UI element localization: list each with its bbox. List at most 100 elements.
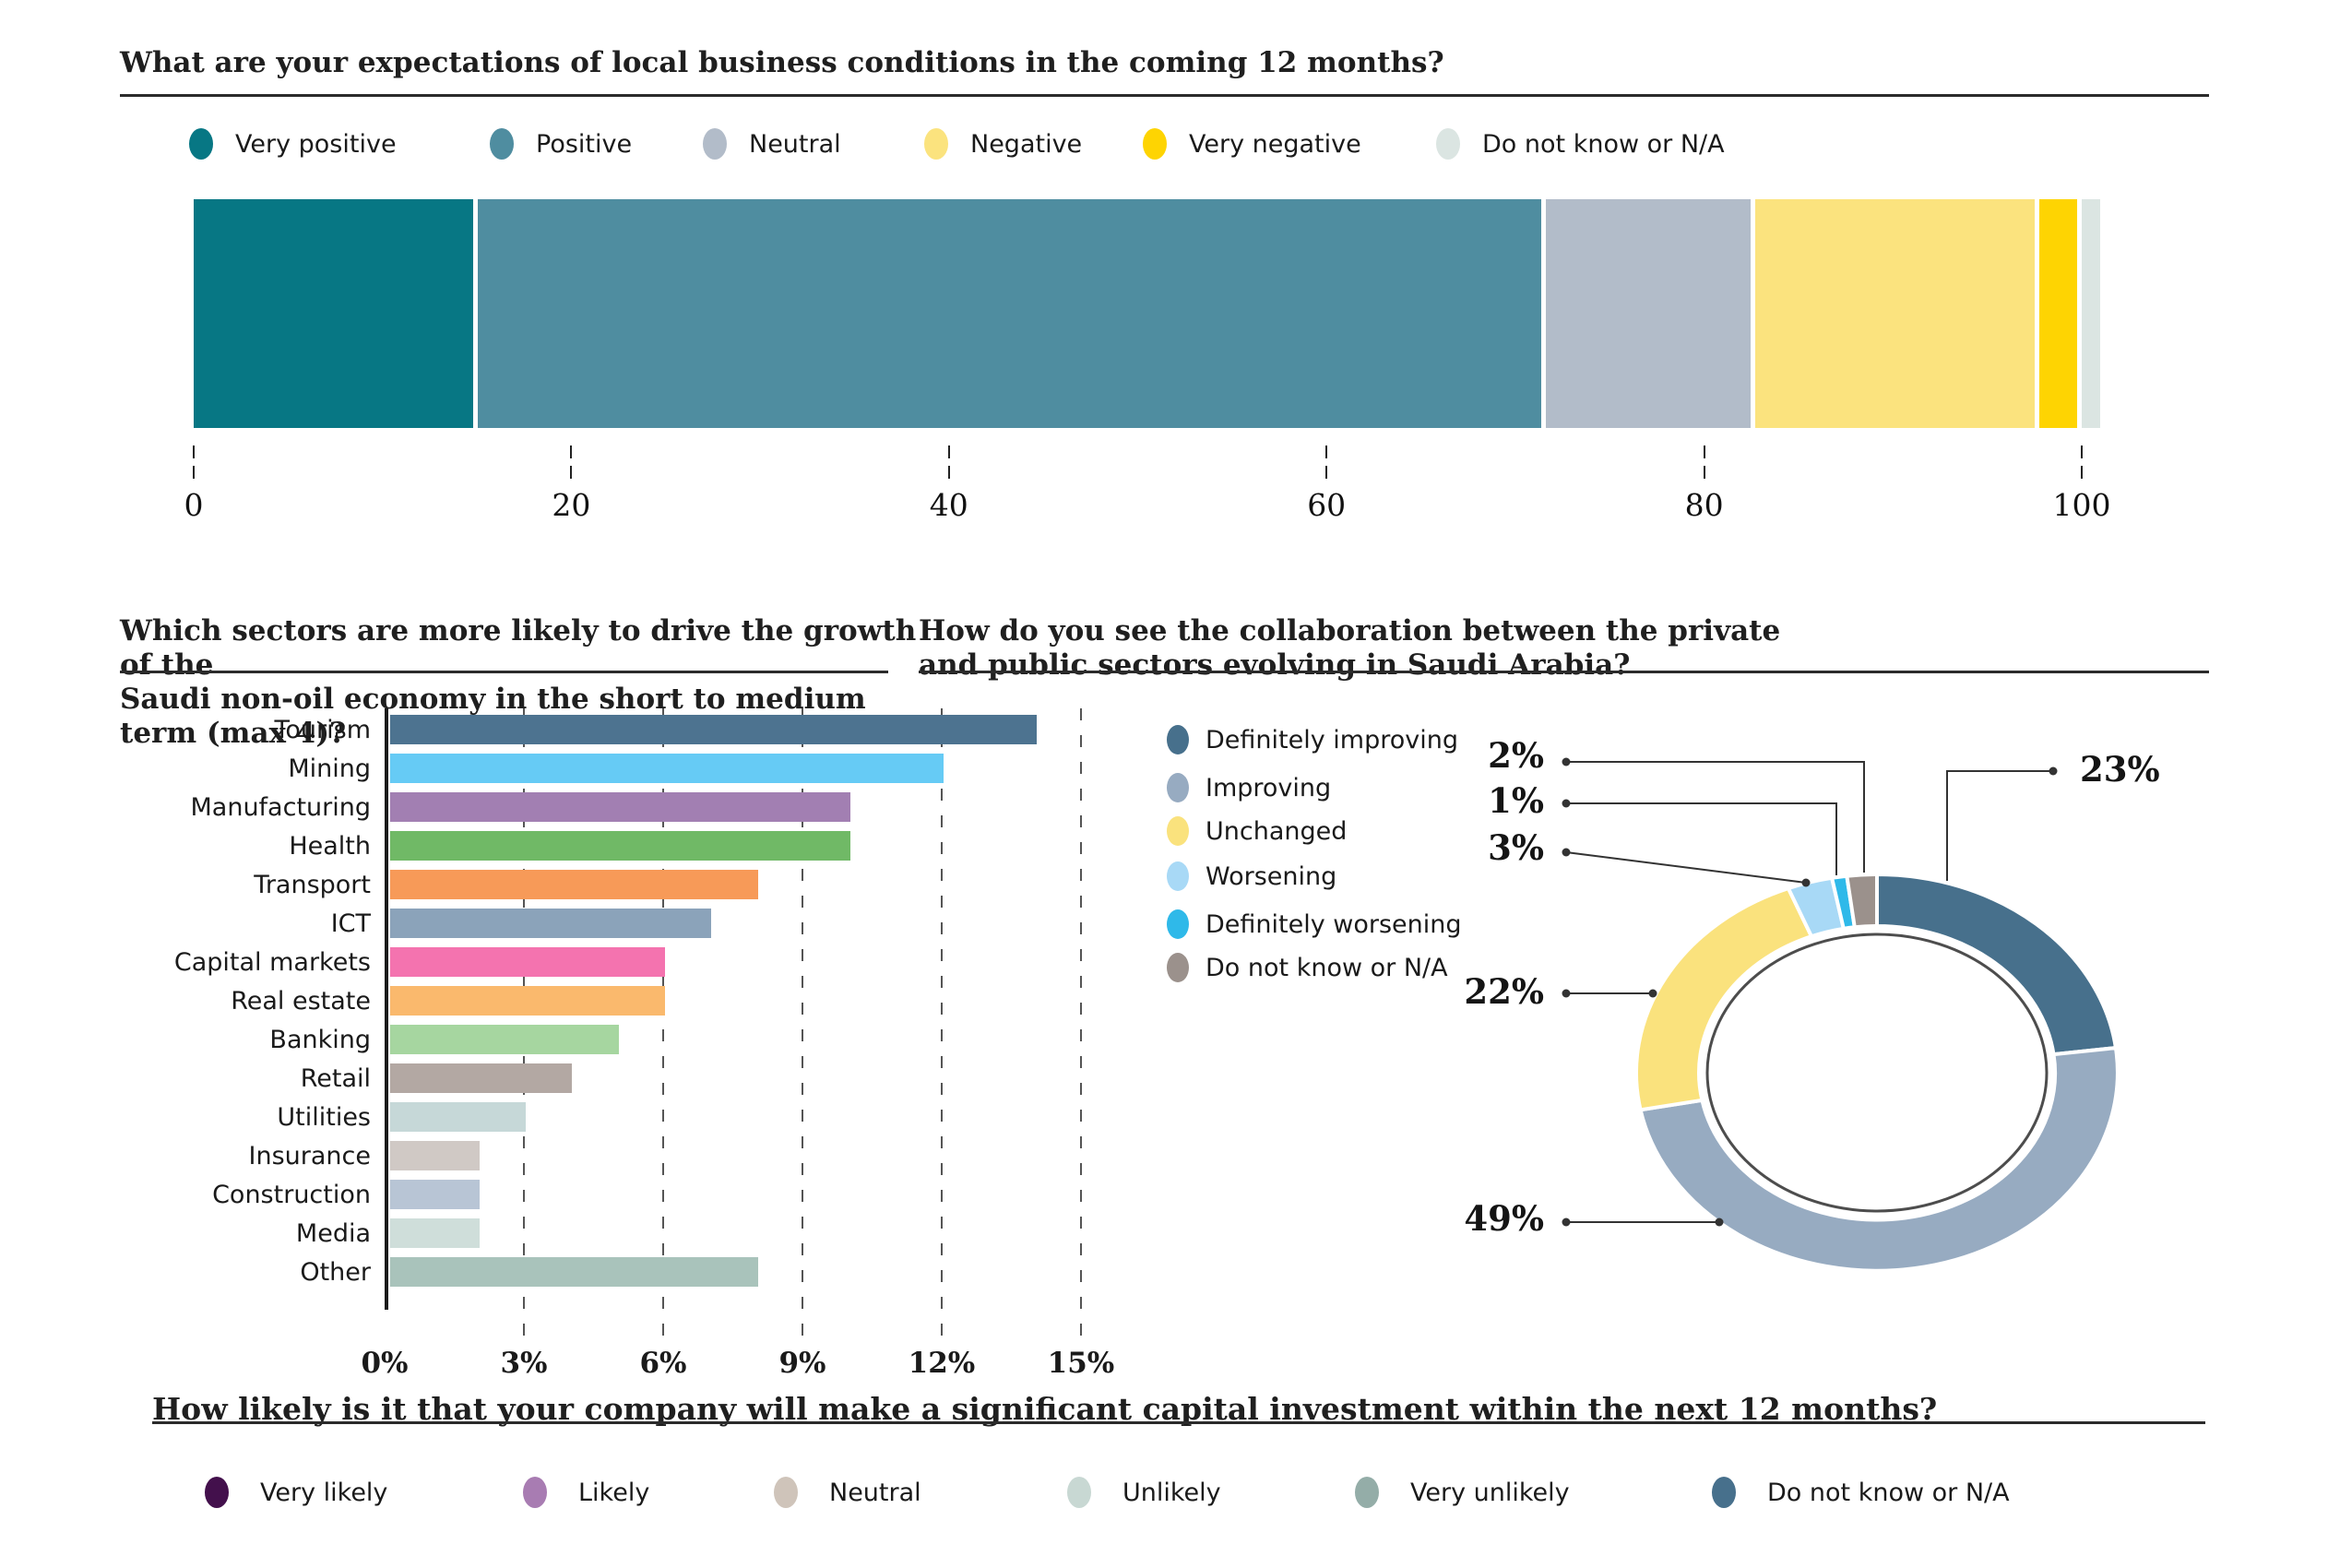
bar bbox=[390, 947, 665, 977]
category-label: Banking bbox=[269, 1026, 371, 1054]
x-axis-tick-label: 15% bbox=[1047, 1347, 1115, 1380]
category-label: Transport bbox=[254, 871, 371, 899]
category-label: Other bbox=[300, 1258, 371, 1287]
legend-item: Very likely bbox=[205, 1477, 387, 1508]
legend-item: Do not know or N/A bbox=[1712, 1477, 2010, 1508]
donut-segment bbox=[1638, 1045, 2120, 1273]
legend-swatch-icon bbox=[1143, 128, 1167, 160]
donut-callout-label: 3% bbox=[1488, 827, 1544, 868]
gridline bbox=[661, 708, 664, 1337]
leader-dot bbox=[1562, 799, 1571, 808]
x-axis-tick-label: 3% bbox=[500, 1347, 548, 1380]
legend-label: Do not know or N/A bbox=[1767, 1478, 2010, 1507]
category-label: Construction bbox=[212, 1181, 371, 1209]
axis-tick bbox=[570, 466, 573, 479]
sectors-rule bbox=[120, 671, 888, 673]
axis-tick bbox=[1703, 445, 1705, 458]
donut-inner-ring bbox=[1705, 932, 2049, 1213]
bar bbox=[390, 986, 665, 1016]
legend-label: Very unlikely bbox=[1410, 1478, 1570, 1507]
legend-swatch-icon bbox=[1712, 1477, 1736, 1508]
category-label: ICT bbox=[330, 909, 371, 938]
legend-swatch-icon bbox=[189, 128, 213, 160]
legend-item: Likely bbox=[523, 1477, 649, 1508]
category-label: Real estate bbox=[231, 987, 371, 1016]
legend-item: Positive bbox=[490, 128, 632, 160]
axis-tick-label: 40 bbox=[929, 487, 968, 523]
legend-item: Definitely worsening bbox=[1167, 909, 1462, 939]
axis-tick bbox=[947, 445, 950, 458]
sectors-title: Which sectors are more likely to drive t… bbox=[120, 613, 917, 750]
legend-label: Do not know or N/A bbox=[1482, 129, 1725, 159]
bar bbox=[390, 1025, 619, 1054]
x-axis-tick-label: 6% bbox=[639, 1347, 687, 1380]
legend-label: Do not know or N/A bbox=[1206, 953, 1448, 982]
legend-label: Neutral bbox=[829, 1478, 921, 1507]
leader-line bbox=[1566, 761, 1865, 873]
category-label: Capital markets bbox=[173, 948, 371, 977]
legend-item: Do not know or N/A bbox=[1167, 953, 1448, 982]
leader-line bbox=[1565, 851, 1807, 884]
legend-item: Definitely improving bbox=[1167, 725, 1458, 754]
bar bbox=[390, 1102, 526, 1132]
bar bbox=[390, 1257, 758, 1287]
legend-item: Very unlikely bbox=[1355, 1477, 1570, 1508]
axis-tick bbox=[2081, 445, 2083, 458]
category-label: Mining bbox=[288, 754, 371, 783]
bar bbox=[390, 1218, 480, 1248]
legend-label: Unchanged bbox=[1206, 816, 1348, 846]
legend-item: Very positive bbox=[189, 128, 397, 160]
stacked-bar-segment bbox=[478, 199, 1541, 428]
legend-swatch-icon bbox=[1067, 1477, 1091, 1508]
x-axis-tick-label: 0% bbox=[361, 1347, 409, 1380]
legend-item: Very negative bbox=[1143, 128, 1361, 160]
bar bbox=[390, 1180, 480, 1209]
legend-swatch-icon bbox=[1436, 128, 1460, 160]
legend-label: Negative bbox=[970, 129, 1083, 159]
legend-swatch-icon bbox=[774, 1477, 798, 1508]
axis-tick-label: 100 bbox=[2052, 487, 2111, 523]
gridline bbox=[801, 708, 803, 1337]
axis-tick-label: 0 bbox=[184, 487, 204, 523]
legend-label: Neutral bbox=[749, 129, 841, 159]
legend-item: Unlikely bbox=[1067, 1477, 1221, 1508]
stacked-bar-segment bbox=[2081, 199, 2100, 428]
bar bbox=[390, 831, 851, 861]
legend-swatch-icon bbox=[490, 128, 514, 160]
legend-item: Neutral bbox=[774, 1477, 921, 1508]
business-conditions-rule bbox=[120, 94, 2209, 97]
capital-investment-title: How likely is it that your company will … bbox=[152, 1391, 1938, 1428]
stacked-bar-segment bbox=[2039, 199, 2077, 428]
capital-investment-rule bbox=[152, 1421, 2205, 1424]
donut-callout-label: 22% bbox=[1464, 971, 1544, 1012]
gridline bbox=[1079, 708, 1082, 1337]
x-axis-tick-label: 9% bbox=[778, 1347, 826, 1380]
legend-swatch-icon bbox=[1167, 773, 1189, 802]
legend-label: Improving bbox=[1206, 773, 1332, 802]
axis-tick-label: 60 bbox=[1307, 487, 1347, 523]
leader-dot bbox=[1562, 757, 1571, 766]
business-conditions-title: What are your expectations of local busi… bbox=[120, 45, 1444, 79]
leader-dot bbox=[1562, 989, 1571, 998]
axis-tick bbox=[570, 445, 573, 458]
category-label: Utilities bbox=[277, 1103, 371, 1132]
legend-label: Likely bbox=[578, 1478, 650, 1507]
legend-swatch-icon bbox=[1167, 909, 1189, 939]
legend-item: Improving bbox=[1167, 773, 1331, 802]
bar bbox=[390, 715, 1037, 744]
bar bbox=[390, 870, 758, 899]
donut-segment bbox=[1845, 872, 1879, 930]
axis-tick bbox=[2081, 466, 2083, 479]
leader-line bbox=[1946, 770, 2053, 881]
bar bbox=[390, 754, 944, 783]
donut-callout-label: 1% bbox=[1488, 780, 1544, 821]
legend-item: Worsening bbox=[1167, 861, 1336, 891]
bar bbox=[390, 792, 851, 822]
x-axis-tick-label: 12% bbox=[908, 1347, 976, 1380]
legend-swatch-icon bbox=[1355, 1477, 1379, 1508]
leader-dot bbox=[1648, 989, 1657, 998]
category-label: Health bbox=[289, 832, 371, 861]
legend-swatch-icon bbox=[924, 128, 948, 160]
donut-segment bbox=[1634, 885, 1814, 1112]
